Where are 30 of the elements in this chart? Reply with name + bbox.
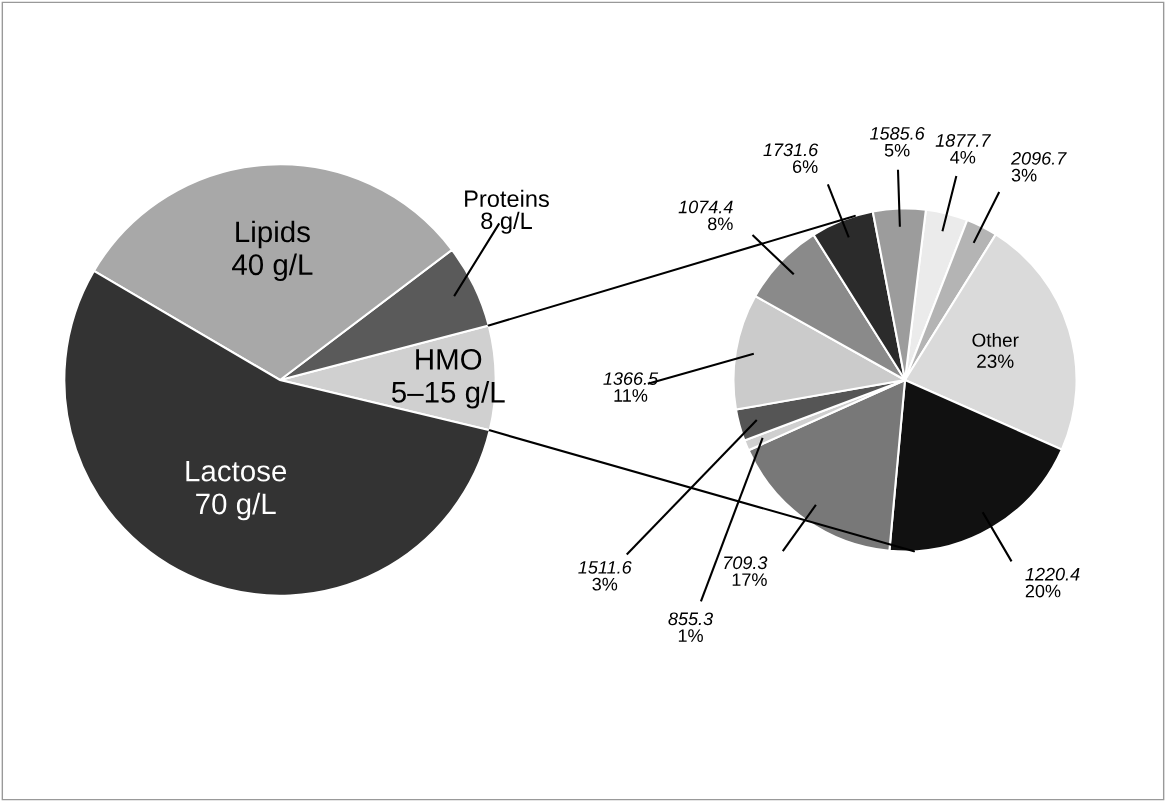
- data-label: 6%: [792, 160, 818, 173]
- slice-label: 2096.7: [1010, 151, 1067, 165]
- slice-label: Proteins: [465, 189, 549, 208]
- slice-label: 709.3: [724, 556, 768, 570]
- slice-label: 1511.6: [578, 560, 632, 574]
- data-label: 11%: [614, 389, 648, 402]
- data-label: 1%: [678, 629, 703, 642]
- slice-label: HMO: [416, 348, 482, 370]
- data-label: 5–15 g/L: [391, 381, 505, 409]
- data-label: 3%: [1011, 168, 1037, 182]
- data-label: 8%: [708, 217, 733, 231]
- data-label: 70 g/L: [196, 492, 276, 521]
- slice-label: 1220.4: [1025, 567, 1080, 581]
- data-label: 3%: [592, 577, 618, 591]
- data-label: 20%: [1025, 584, 1061, 598]
- data-label: 5%: [884, 143, 910, 157]
- data-label: 4%: [950, 150, 976, 164]
- slice-label: Lactose: [186, 460, 287, 482]
- slice-label: 1877.7: [935, 134, 991, 147]
- data-label: 17%: [732, 573, 767, 586]
- slice-label: 1585.6: [869, 127, 925, 140]
- slice-label: 1366.5: [603, 372, 659, 386]
- slice-label: Other: [972, 332, 1019, 347]
- slice-label: 855.3: [668, 612, 713, 626]
- slice-label: 1731.6: [763, 143, 819, 157]
- data-label: 8 g/L: [481, 211, 532, 234]
- data-label: 40 g/L: [232, 253, 313, 281]
- data-label: 23%: [977, 354, 1014, 368]
- slice-label: 1074.4: [678, 200, 733, 214]
- slice-label: Lipids: [236, 220, 310, 249]
